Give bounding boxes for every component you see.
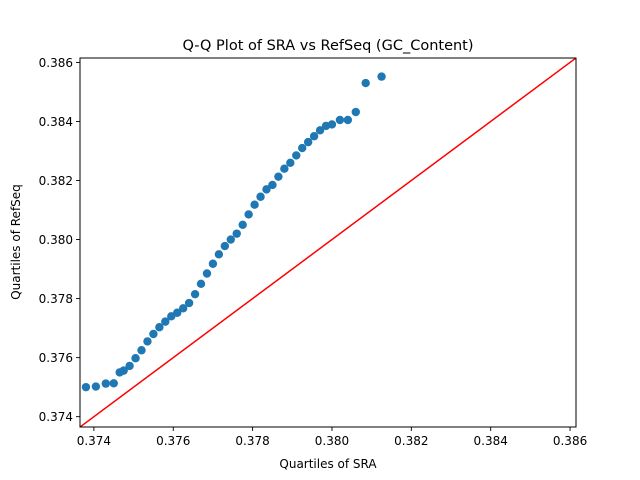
x-tick-label: 0.386 [553,434,587,448]
data-point [143,337,152,346]
data-point [81,382,91,392]
y-tick-label: 0.376 [39,351,73,365]
data-point [298,143,307,153]
data-point [101,379,110,388]
data-point [343,115,353,125]
x-tick-label: 0.374 [77,434,111,448]
data-point [351,107,360,117]
plot-frame [79,57,577,428]
data-point [280,164,289,173]
chart-title: Q-Q Plot of SRA vs RefSeq (GC_Content) [182,38,473,54]
data-point [220,241,230,251]
y-axis-label: Quartiles of RefSeq [9,184,23,300]
data-point [173,308,182,317]
y-tick-label: 0.374 [39,410,73,424]
data-point [335,115,345,125]
data-point [184,298,194,308]
y-tick-label: 0.384 [39,115,73,129]
reference-line [80,58,576,427]
data-point [315,126,325,135]
data-point [327,120,337,129]
data-point [232,229,241,238]
data-point [238,220,247,229]
data-point [256,192,265,201]
data-point [202,269,212,278]
data-point [303,137,313,147]
x-tick-label: 0.380 [315,434,349,448]
data-point [91,382,101,391]
x-tick-label: 0.378 [235,434,269,448]
data-point [226,235,235,244]
data-point [155,323,164,332]
y-tick-label: 0.386 [39,56,73,70]
data-point [119,366,128,375]
y-tick-label: 0.380 [39,233,73,247]
data-point [137,346,146,355]
x-tick-label: 0.384 [474,434,508,448]
y-tick-label: 0.378 [39,292,73,306]
x-tick-label: 0.382 [394,434,428,448]
x-tick-label: 0.376 [156,434,190,448]
data-point [250,200,259,209]
data-point [361,78,370,88]
data-point [262,185,271,194]
data-point [178,304,188,313]
x-axis-label: Quartiles of SRA [279,457,377,471]
data-point [125,361,134,371]
data-point [268,180,277,190]
data-point [214,250,224,259]
data-point [161,317,170,326]
data-point [244,210,253,219]
data-point [149,329,158,339]
data-point [190,289,200,299]
data-point [109,379,118,388]
data-point [131,354,140,363]
data-point [286,158,295,167]
data-point [377,72,386,81]
y-tick-label: 0.382 [39,174,73,188]
data-point [196,279,206,289]
data-point [309,132,319,141]
data-point [292,151,301,160]
data-point [208,259,218,268]
data-point [274,172,283,181]
